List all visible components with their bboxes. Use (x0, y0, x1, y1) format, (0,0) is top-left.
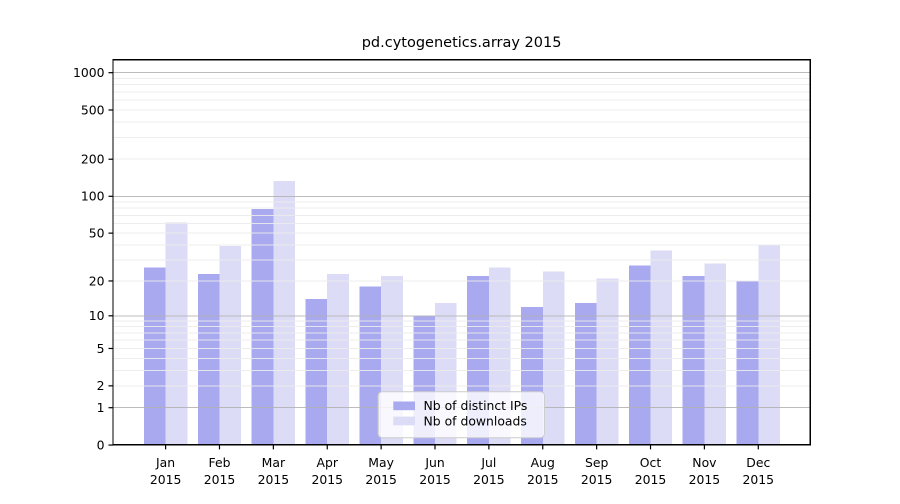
bar-nb-of-distinct-ips-apr (305, 299, 328, 445)
chart-title: pd.cytogenetics.array 2015 (362, 35, 562, 51)
legend-label-downloads: Nb of downloads (424, 413, 527, 428)
x-tick-label-month: Apr (317, 455, 339, 470)
bar-nb-of-downloads-oct (650, 250, 673, 445)
x-tick-label-year: 2015 (473, 472, 505, 487)
x-tick-label-month: Mar (262, 455, 286, 470)
plot-border (112, 59, 811, 446)
legend-swatch-downloads (393, 416, 415, 426)
bar-nb-of-distinct-ips-oct (628, 265, 651, 445)
x-tick-label-month: Oct (640, 455, 662, 470)
y-tick-label: 10 (89, 308, 105, 323)
y-tick-label: 2 (97, 378, 105, 393)
bar-nb-of-distinct-ips-may (359, 286, 382, 445)
x-tick-label-year: 2015 (635, 472, 667, 487)
bar-nb-of-distinct-ips-feb (197, 273, 220, 445)
x-tick-label-year: 2015 (204, 472, 236, 487)
x-tick-label-month: Nov (692, 455, 716, 470)
y-tick-label: 20 (89, 273, 105, 288)
bar-nb-of-downloads-sep (596, 278, 619, 445)
x-tick-label-month: Dec (746, 455, 770, 470)
y-tick-label: 1 (97, 400, 105, 415)
y-tick-label: 500 (81, 102, 105, 117)
legend: Nb of distinct IPs Nb of downloads (377, 391, 545, 439)
bar-nb-of-downloads-feb (219, 246, 242, 445)
legend-label-distinct-ips: Nb of distinct IPs (424, 398, 528, 413)
y-tick-label: 50 (89, 225, 105, 240)
bar-nb-of-downloads-apr (327, 273, 349, 445)
x-tick-label-year: 2015 (743, 472, 775, 487)
bar-nb-of-distinct-ips-dec (736, 280, 759, 445)
bar-nb-of-distinct-ips-nov (682, 276, 705, 445)
x-tick-label-month: Feb (209, 455, 231, 470)
x-tick-label-year: 2015 (527, 472, 559, 487)
x-tick-label-year: 2015 (311, 472, 343, 487)
x-tick-label-year: 2015 (258, 472, 290, 487)
y-tick-label: 200 (81, 152, 105, 167)
bar-nb-of-downloads-mar (273, 181, 296, 445)
bar-nb-of-downloads-jan (165, 222, 188, 445)
x-tick-label-month: Jan (155, 455, 175, 470)
bar-nb-of-distinct-ips-sep (574, 302, 597, 445)
x-tick-label-month: Sep (585, 455, 608, 470)
legend-box (377, 391, 545, 439)
y-tick-label: 0 (97, 437, 105, 452)
x-tick-label-year: 2015 (581, 472, 613, 487)
y-tick-label: 5 (97, 341, 105, 356)
x-tick-label-year: 2015 (419, 472, 451, 487)
legend-swatch-distinct-ips (393, 401, 415, 411)
y-tick-label: 100 (81, 189, 105, 204)
x-tick-label-month: Jun (424, 455, 444, 470)
x-tick-label-year: 2015 (150, 472, 182, 487)
x-tick-label-month: Aug (531, 455, 555, 470)
bar-nb-of-downloads-nov (704, 263, 727, 445)
x-tick-label-month: Jul (480, 455, 496, 470)
axis-layer: 0 1 2 5 10 20 50 100 200 500 1000 Jan 2015 Feb 2015 Mar… (73, 65, 774, 487)
y-tick-label: 1000 (73, 65, 105, 80)
x-tick-label-year: 2015 (365, 472, 397, 487)
bar-nb-of-downloads-dec (758, 244, 780, 445)
bar-nb-of-distinct-ips-jan (143, 267, 166, 445)
grid-layer (113, 72, 811, 409)
x-tick-label-year: 2015 (689, 472, 721, 487)
x-tick-label-month: May (368, 455, 394, 470)
